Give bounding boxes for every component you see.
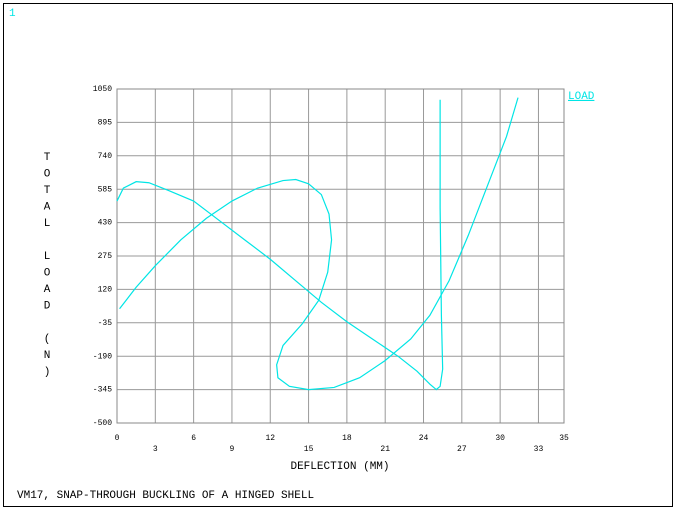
x-tick-label: 6 (191, 434, 196, 443)
data-line (119, 97, 519, 391)
x-tick-label: 12 (265, 434, 275, 443)
x-tick-label: 3 (153, 445, 158, 454)
y-tick-label: -500 (93, 419, 112, 428)
x-tick-label: 0 (115, 434, 120, 443)
y-tick-label: 1050 (93, 85, 112, 94)
y-tick-label: 430 (98, 219, 113, 228)
y-tick-label: -345 (93, 386, 112, 395)
x-tick-label: 30 (495, 434, 505, 443)
x-tick-label: 24 (419, 434, 429, 443)
data-line (116, 99, 444, 391)
y-tick-label: 740 (98, 152, 113, 161)
x-tick-label: 15 (304, 445, 314, 454)
y-tick-label: 895 (98, 119, 113, 128)
x-tick-label: 21 (380, 445, 390, 454)
x-tick-label: 35 (559, 434, 569, 443)
y-tick-label: 275 (98, 252, 113, 261)
footer-title: VM17, SNAP-THROUGH BUCKLING OF A HINGED … (17, 490, 314, 502)
x-tick-label: 33 (534, 445, 544, 454)
y-axis-label: TOTAL LOAD (N) (41, 152, 53, 383)
y-tick-label: 120 (98, 286, 113, 295)
x-tick-label: 18 (342, 434, 352, 443)
window-number: 1 (9, 8, 16, 20)
y-tick-label: -190 (93, 352, 112, 361)
x-tick-label: 27 (457, 445, 467, 454)
x-axis-label: DEFLECTION (MM) (290, 461, 389, 473)
legend-label: LOAD (568, 91, 595, 103)
plot-border (116, 88, 565, 424)
x-tick-label: 9 (230, 445, 235, 454)
y-tick-label: 585 (98, 185, 113, 194)
y-tick-label: -35 (98, 319, 113, 328)
